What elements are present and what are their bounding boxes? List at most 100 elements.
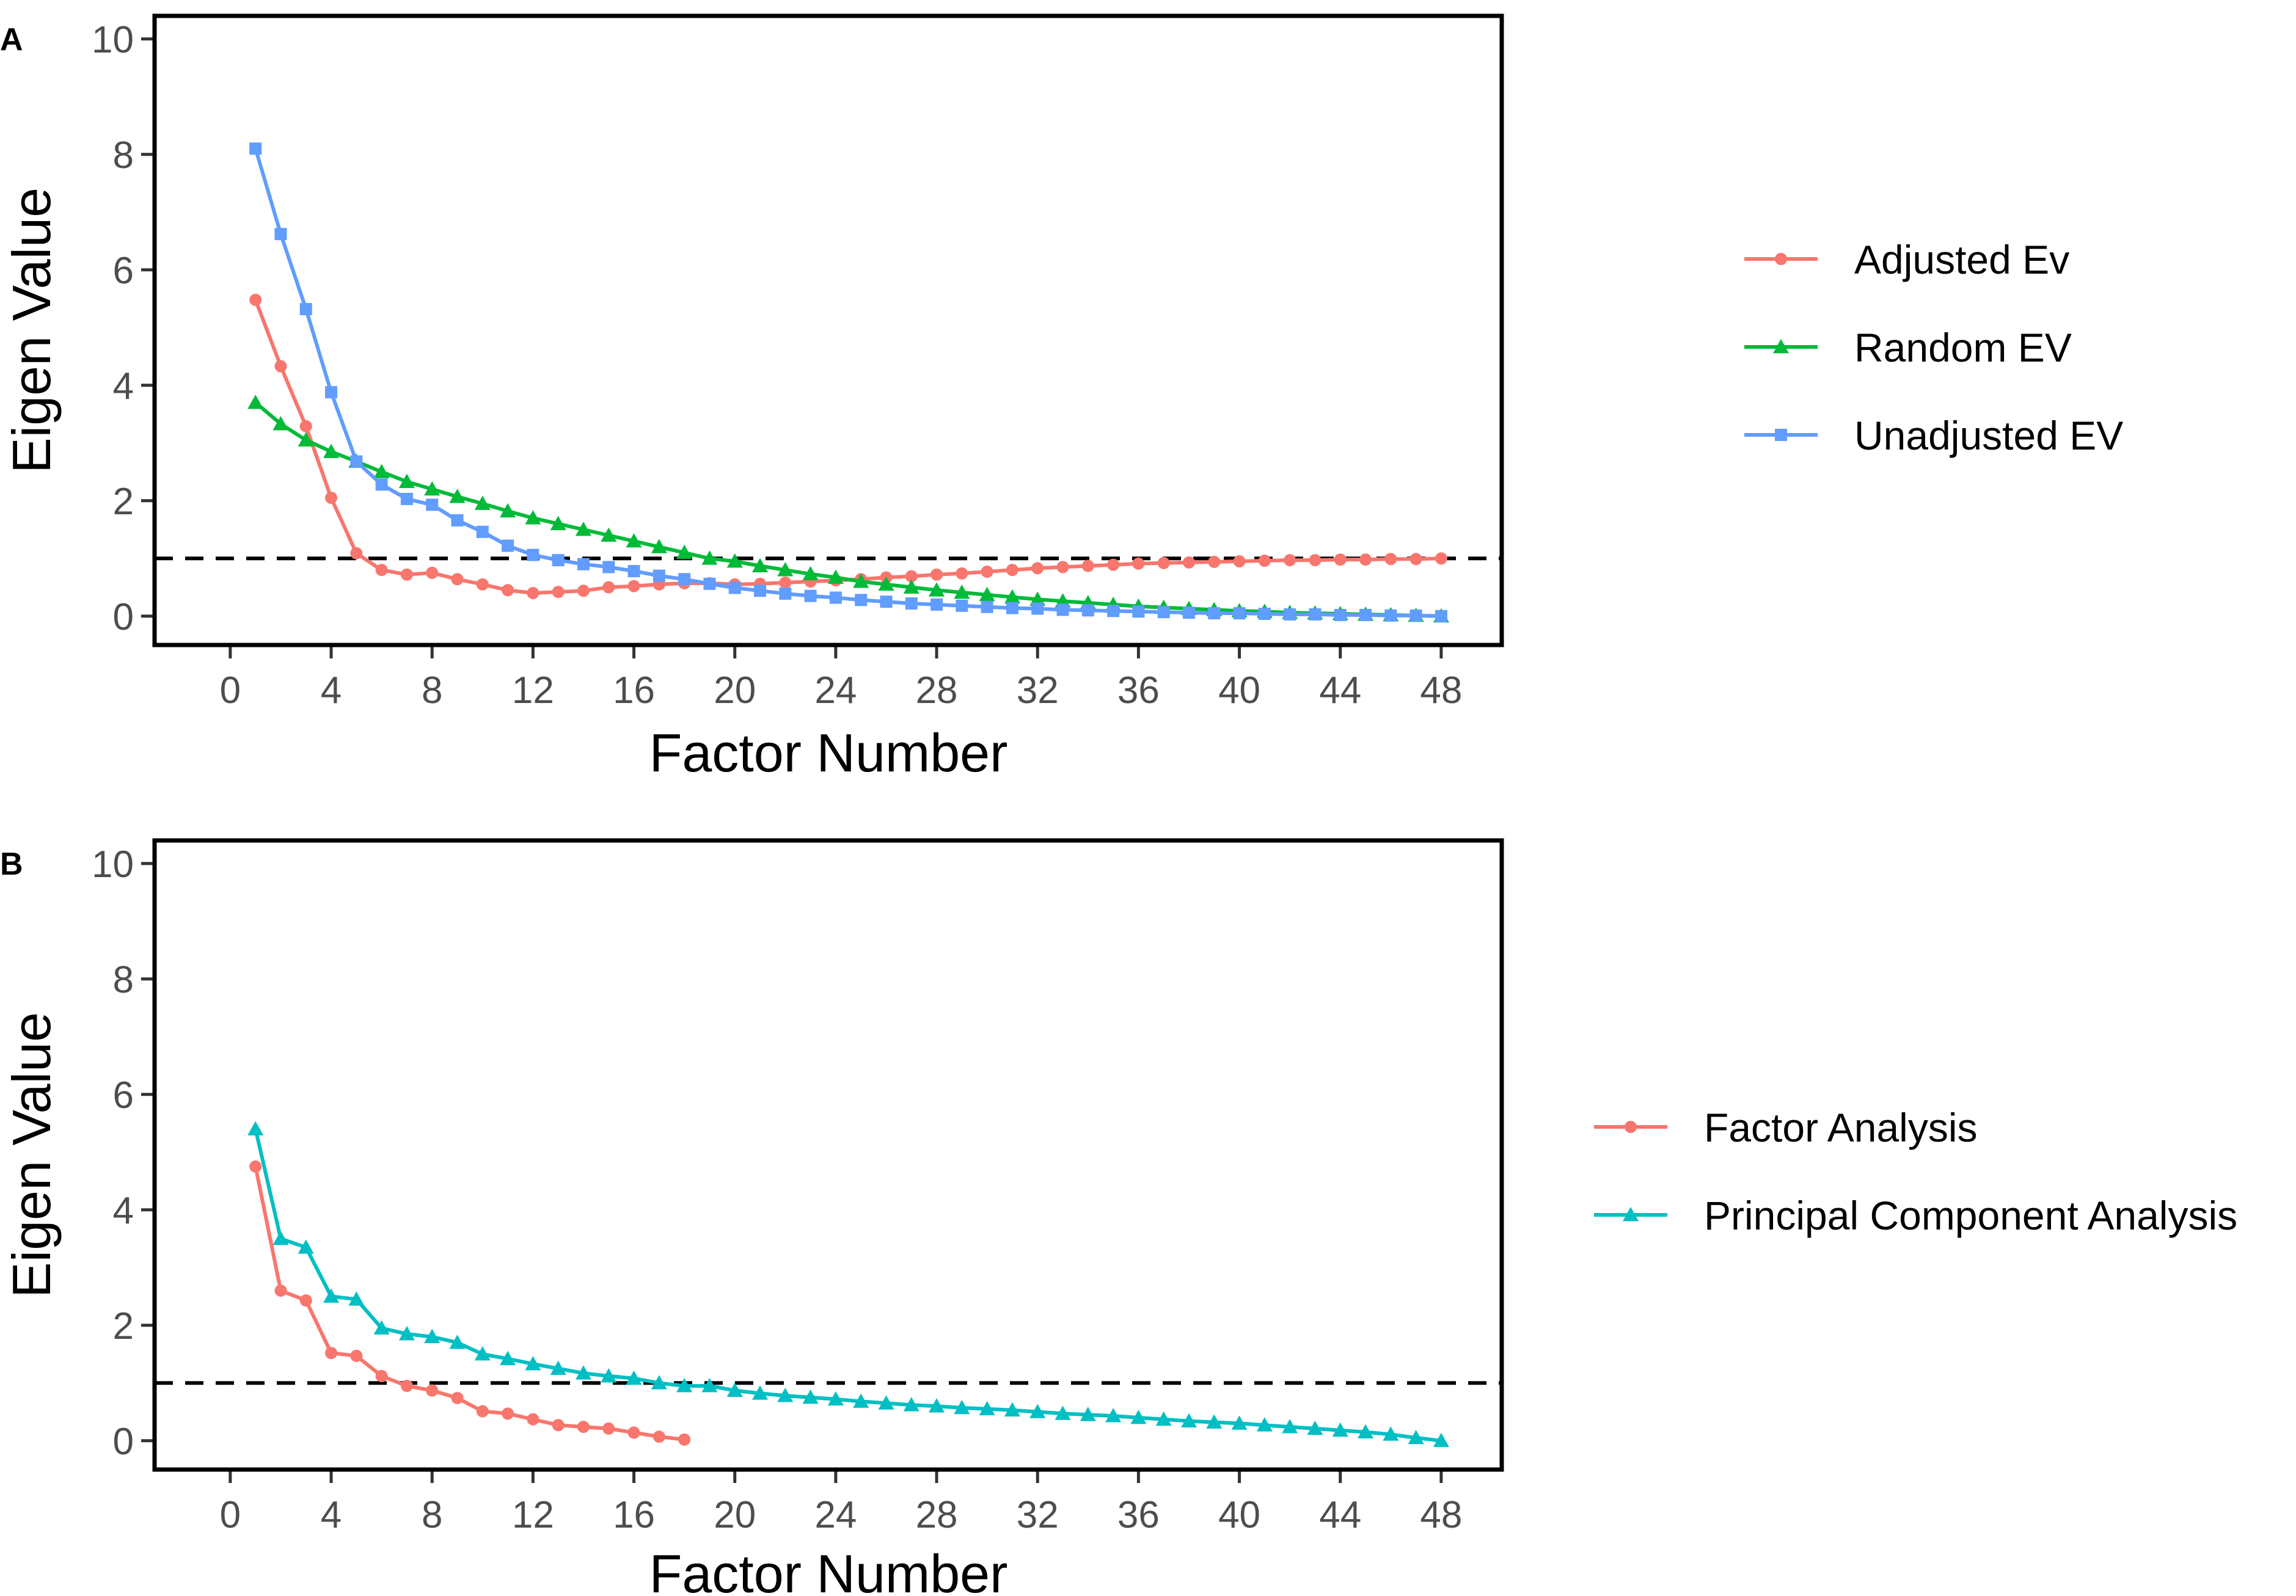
data-point [525, 510, 541, 525]
data-point [1208, 607, 1221, 620]
data-point [1132, 557, 1145, 570]
x-tick-label: 28 [916, 669, 958, 712]
data-point [476, 525, 489, 538]
data-point [602, 1422, 615, 1435]
x-tick-label: 36 [1117, 669, 1160, 712]
data-point [804, 589, 817, 602]
data-point [651, 1375, 667, 1390]
data-point [626, 1370, 642, 1385]
data-point [474, 495, 491, 510]
data-point [653, 569, 665, 582]
data-point [1435, 552, 1447, 565]
data-point [1055, 1405, 1071, 1420]
data-point [1256, 1417, 1273, 1432]
data-point [550, 1360, 566, 1376]
data-point [1258, 607, 1271, 620]
data-point [550, 516, 566, 530]
data-point [1004, 589, 1020, 603]
data-point [676, 544, 693, 559]
data-point [678, 573, 691, 586]
data-point [752, 1385, 769, 1400]
data-point [1233, 555, 1246, 567]
data-point [1433, 1432, 1449, 1448]
data-point [905, 570, 918, 583]
legend-label: Factor Analysis [1704, 1105, 1978, 1150]
data-point [930, 568, 943, 581]
x-tick-label: 40 [1218, 669, 1260, 712]
data-point [956, 567, 968, 580]
data-point [1006, 564, 1018, 577]
plot-frame [152, 13, 1504, 647]
data-point [476, 578, 489, 591]
data-point [728, 581, 741, 594]
data-point [880, 596, 893, 608]
data-point [373, 464, 390, 478]
data-point [502, 539, 514, 552]
data-point [1231, 1415, 1248, 1430]
data-point [1284, 554, 1296, 567]
data-point [1359, 608, 1372, 621]
data-point [1157, 556, 1170, 569]
y-tick-label: 2 [113, 481, 134, 523]
data-point [502, 584, 514, 597]
data-point [1284, 608, 1296, 621]
legend-label: Random EV [1854, 325, 2072, 370]
data-point [527, 548, 539, 561]
data-point [930, 598, 943, 611]
data-point [577, 558, 590, 570]
series-line-2 [254, 148, 1441, 618]
data-point [1334, 553, 1347, 566]
legend-key-marker [1623, 1207, 1639, 1222]
x-tick-label: 24 [814, 1494, 857, 1536]
data-point [1409, 609, 1422, 622]
data-point [1233, 607, 1246, 620]
data-point [602, 561, 615, 574]
data-point [954, 585, 970, 599]
data-point [1155, 1411, 1172, 1426]
series-line-0 [254, 299, 1441, 595]
data-point [426, 498, 439, 511]
data-point [577, 585, 590, 597]
data-point [1258, 555, 1271, 567]
data-point [426, 1384, 439, 1397]
data-point [1029, 1404, 1046, 1418]
data-point [1334, 608, 1347, 621]
data-point [451, 1391, 464, 1404]
data-point [754, 585, 767, 597]
data-point [1383, 1426, 1399, 1441]
data-point [398, 1325, 415, 1341]
data-point [1384, 553, 1397, 566]
data-point [878, 576, 894, 591]
series-line-0 [254, 1166, 685, 1441]
x-tick-label: 12 [512, 669, 554, 712]
data-point [325, 386, 338, 399]
legend-label: Adjusted Ev [1854, 237, 2069, 282]
data-point [1031, 562, 1044, 575]
data-point [651, 539, 667, 553]
data-point [451, 514, 464, 527]
data-point [1182, 607, 1195, 619]
data-point [272, 416, 289, 431]
data-point [474, 1346, 491, 1361]
x-tick-label: 16 [613, 669, 655, 712]
data-point [979, 586, 995, 602]
data-point [1056, 603, 1069, 616]
data-point [1157, 606, 1170, 619]
x-tick-label: 8 [422, 1494, 442, 1536]
data-point [400, 568, 413, 581]
data-point [878, 1395, 894, 1410]
data-point [777, 1388, 794, 1402]
data-point [1006, 602, 1018, 614]
x-tick-label: 44 [1319, 1494, 1361, 1536]
data-point [1056, 561, 1069, 574]
data-point [247, 395, 264, 409]
data-point [373, 1320, 390, 1335]
y-tick-label: 10 [92, 844, 134, 886]
data-point [1358, 1424, 1374, 1438]
data-point [350, 547, 363, 559]
data-point [400, 1379, 413, 1392]
x-tick-label: 48 [1420, 669, 1462, 712]
